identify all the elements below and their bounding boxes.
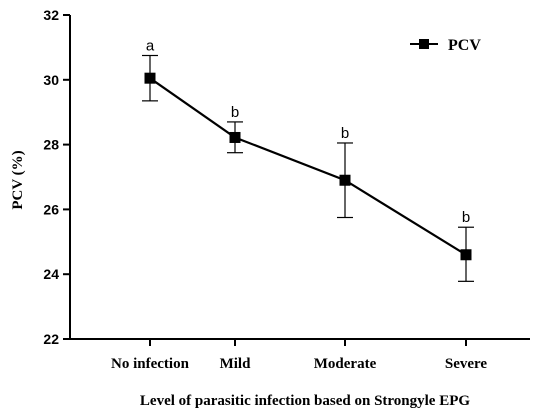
error-bars [142, 54, 474, 282]
significance-labels: a b b b [146, 38, 470, 227]
significance-label: b [341, 125, 349, 142]
series-line-pcv [149, 77, 467, 256]
data-point-marker [339, 174, 351, 186]
x-tick-label: Mild [220, 356, 251, 372]
legend-square-marker [419, 39, 429, 49]
x-tick-label: Moderate [314, 356, 377, 372]
y-tick-label: 24 [43, 266, 59, 282]
significance-label: b [462, 209, 470, 226]
x-tick-label: Severe [445, 356, 488, 372]
y-tick-label: 28 [43, 137, 59, 153]
y-tick-label: 22 [43, 331, 59, 347]
data-point-marker [144, 72, 156, 84]
chart-axes [69, 15, 530, 340]
significance-label: a [146, 38, 155, 55]
data-point-marker [229, 131, 241, 143]
data-point-marker [460, 249, 472, 261]
y-axis-ticks: 22 24 26 28 30 32 [43, 7, 70, 347]
x-axis-ticks: No infection Mild Moderate Severe [111, 339, 487, 372]
y-tick-label: 30 [43, 72, 59, 88]
y-axis-label: PCV (%) [10, 150, 26, 209]
legend-label-pcv: PCV [448, 37, 481, 54]
x-tick-label: No infection [111, 356, 190, 372]
legend: PCV [410, 37, 481, 54]
series-pcv [144, 72, 472, 261]
significance-label: b [231, 104, 239, 121]
y-tick-label: 26 [43, 201, 59, 217]
y-tick-label: 32 [43, 7, 59, 23]
x-axis-label: Level of parasitic infection based on St… [140, 393, 470, 409]
